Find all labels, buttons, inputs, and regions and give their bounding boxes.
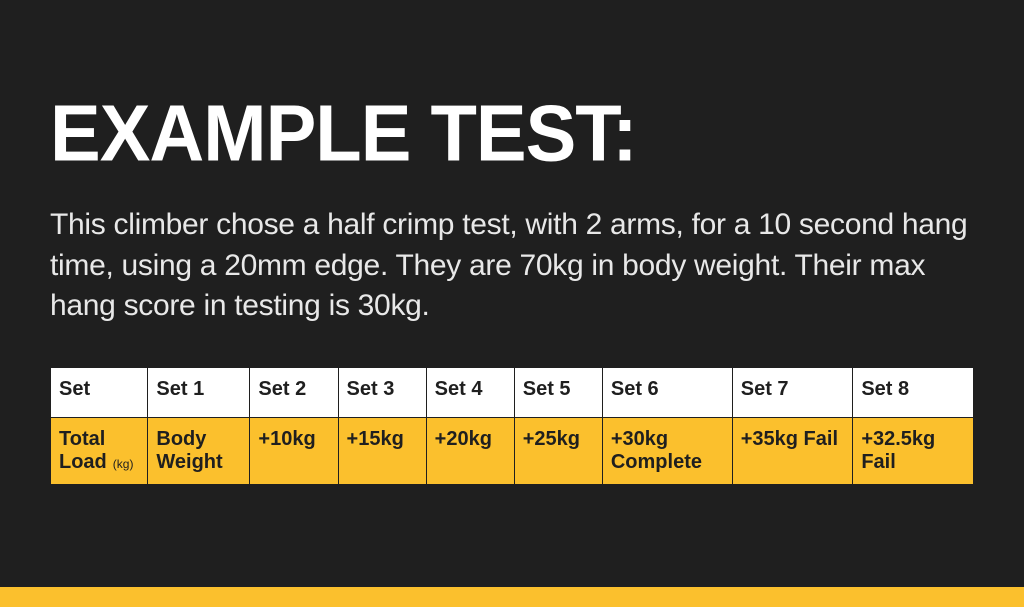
row-label-unit: (kg) <box>113 457 134 471</box>
header-set6: Set 6 <box>602 367 732 417</box>
table-header-row: Set Set 1 Set 2 Set 3 Set 4 Set 5 Set 6 … <box>51 367 974 417</box>
cell-set8: +32.5kg Fail <box>853 417 974 484</box>
table-data-row: Total Load (kg) Body Weight +10kg +15kg +… <box>51 417 974 484</box>
header-set1: Set 1 <box>148 367 250 417</box>
header-set: Set <box>51 367 148 417</box>
cell-set2: +10kg <box>250 417 338 484</box>
header-set2: Set 2 <box>250 367 338 417</box>
header-set8: Set 8 <box>853 367 974 417</box>
header-set3: Set 3 <box>338 367 426 417</box>
page-title: EXAMPLE TEST: <box>50 88 974 179</box>
cell-set6: +30kg Complete <box>602 417 732 484</box>
cell-set1: Body Weight <box>148 417 250 484</box>
cell-set7: +35kg Fail <box>732 417 853 484</box>
cell-set3: +15kg <box>338 417 426 484</box>
bottom-accent-bar <box>0 587 1024 607</box>
description-text: This climber chose a half crimp test, wi… <box>50 205 970 327</box>
row-label-cell: Total Load (kg) <box>51 417 148 484</box>
header-set5: Set 5 <box>514 367 602 417</box>
header-set7: Set 7 <box>732 367 853 417</box>
test-table: Set Set 1 Set 2 Set 3 Set 4 Set 5 Set 6 … <box>50 367 974 485</box>
cell-set5: +25kg <box>514 417 602 484</box>
main-content: EXAMPLE TEST: This climber chose a half … <box>0 0 1024 485</box>
row-label: Total Load <box>59 428 107 473</box>
header-set4: Set 4 <box>426 367 514 417</box>
cell-set4: +20kg <box>426 417 514 484</box>
